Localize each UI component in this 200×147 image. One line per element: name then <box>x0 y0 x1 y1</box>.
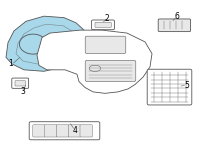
Text: 1: 1 <box>9 59 13 69</box>
Text: 3: 3 <box>21 87 25 96</box>
FancyBboxPatch shape <box>29 122 100 140</box>
Text: 6: 6 <box>175 12 179 21</box>
FancyBboxPatch shape <box>147 69 192 105</box>
FancyBboxPatch shape <box>80 125 92 137</box>
Text: 5: 5 <box>185 81 189 91</box>
FancyBboxPatch shape <box>40 42 53 49</box>
Text: 4: 4 <box>73 126 77 135</box>
Polygon shape <box>37 30 152 93</box>
FancyBboxPatch shape <box>85 60 136 81</box>
FancyBboxPatch shape <box>12 78 29 88</box>
Polygon shape <box>16 24 77 64</box>
Polygon shape <box>6 16 87 71</box>
FancyBboxPatch shape <box>95 22 111 27</box>
FancyBboxPatch shape <box>45 125 57 137</box>
FancyBboxPatch shape <box>33 125 45 137</box>
Text: 2: 2 <box>105 14 109 23</box>
FancyBboxPatch shape <box>158 19 191 32</box>
FancyBboxPatch shape <box>92 20 114 30</box>
FancyBboxPatch shape <box>15 81 25 86</box>
FancyBboxPatch shape <box>56 125 69 137</box>
FancyBboxPatch shape <box>68 125 81 137</box>
FancyBboxPatch shape <box>85 36 126 54</box>
